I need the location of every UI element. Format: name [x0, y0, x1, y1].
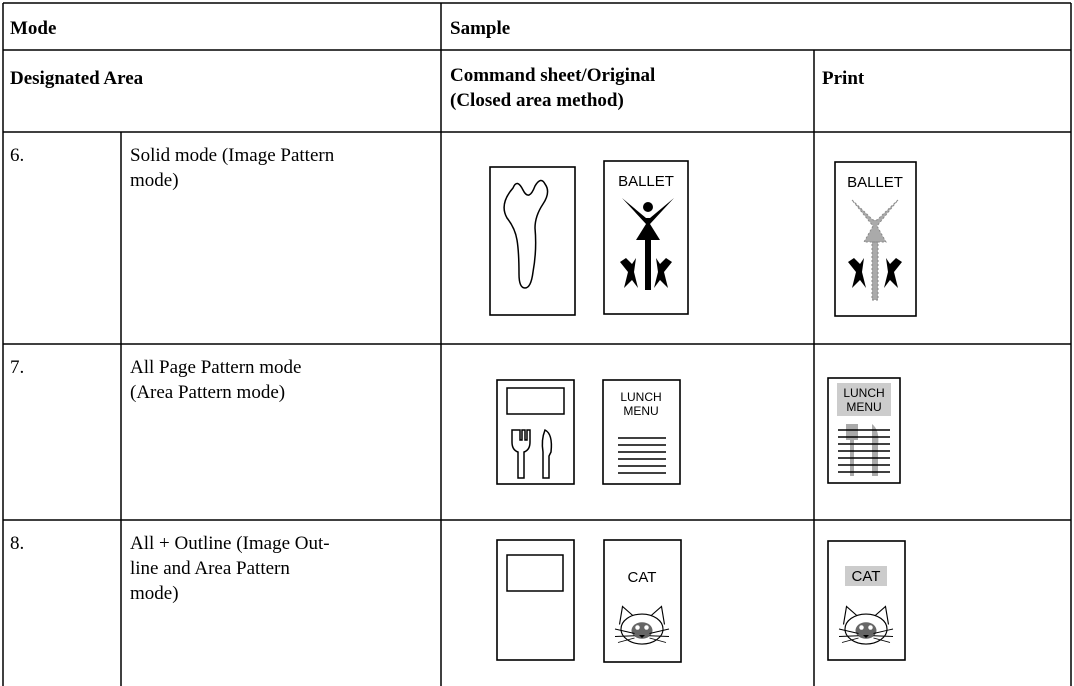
sample-label: CAT — [852, 568, 881, 585]
illustration-outline-sheet — [489, 166, 576, 316]
mode-text: Solid mode (Image Pattern — [130, 145, 335, 166]
illustration-area-sheet — [496, 379, 575, 485]
sample-label: BALLET — [618, 173, 674, 190]
mode-text: All + Outline (Image Out- — [130, 533, 330, 554]
header-print: Print — [822, 68, 865, 89]
mode-text: mode) — [130, 170, 179, 191]
illustration-cat-print: CAT — [827, 540, 906, 661]
mode-text: mode) — [130, 583, 179, 604]
row-number: 7. — [10, 357, 24, 378]
illustration-ballet-print: BALLET — [834, 161, 917, 317]
illustration-cat-original: CAT — [603, 539, 682, 663]
header-mode: Mode — [10, 18, 56, 39]
sample-label: LUNCH — [843, 386, 884, 400]
illustration-lunch-original: LUNCH MENU — [602, 379, 681, 485]
row-number: 6. — [10, 145, 24, 166]
row-number: 8. — [10, 533, 24, 554]
header-original: (Closed area method) — [450, 90, 624, 111]
header-sample: Sample — [450, 18, 510, 39]
sample-label: MENU — [623, 404, 658, 418]
sample-label: LUNCH — [620, 390, 661, 404]
sample-label: CAT — [628, 569, 657, 586]
sample-label: MENU — [846, 400, 881, 414]
illustration-outline-area-sheet — [496, 539, 575, 661]
header-original: Command sheet/Original — [450, 65, 655, 86]
mode-text: line and Area Pattern — [130, 558, 290, 579]
illustration-lunch-print: LUNCH MENU — [827, 377, 901, 484]
mode-text: All Page Pattern mode — [130, 357, 302, 378]
illustration-ballet-original: BALLET — [603, 160, 689, 315]
header-designated-area: Designated Area — [10, 68, 144, 89]
mode-text: (Area Pattern mode) — [130, 382, 285, 403]
sample-label: BALLET — [847, 174, 903, 191]
